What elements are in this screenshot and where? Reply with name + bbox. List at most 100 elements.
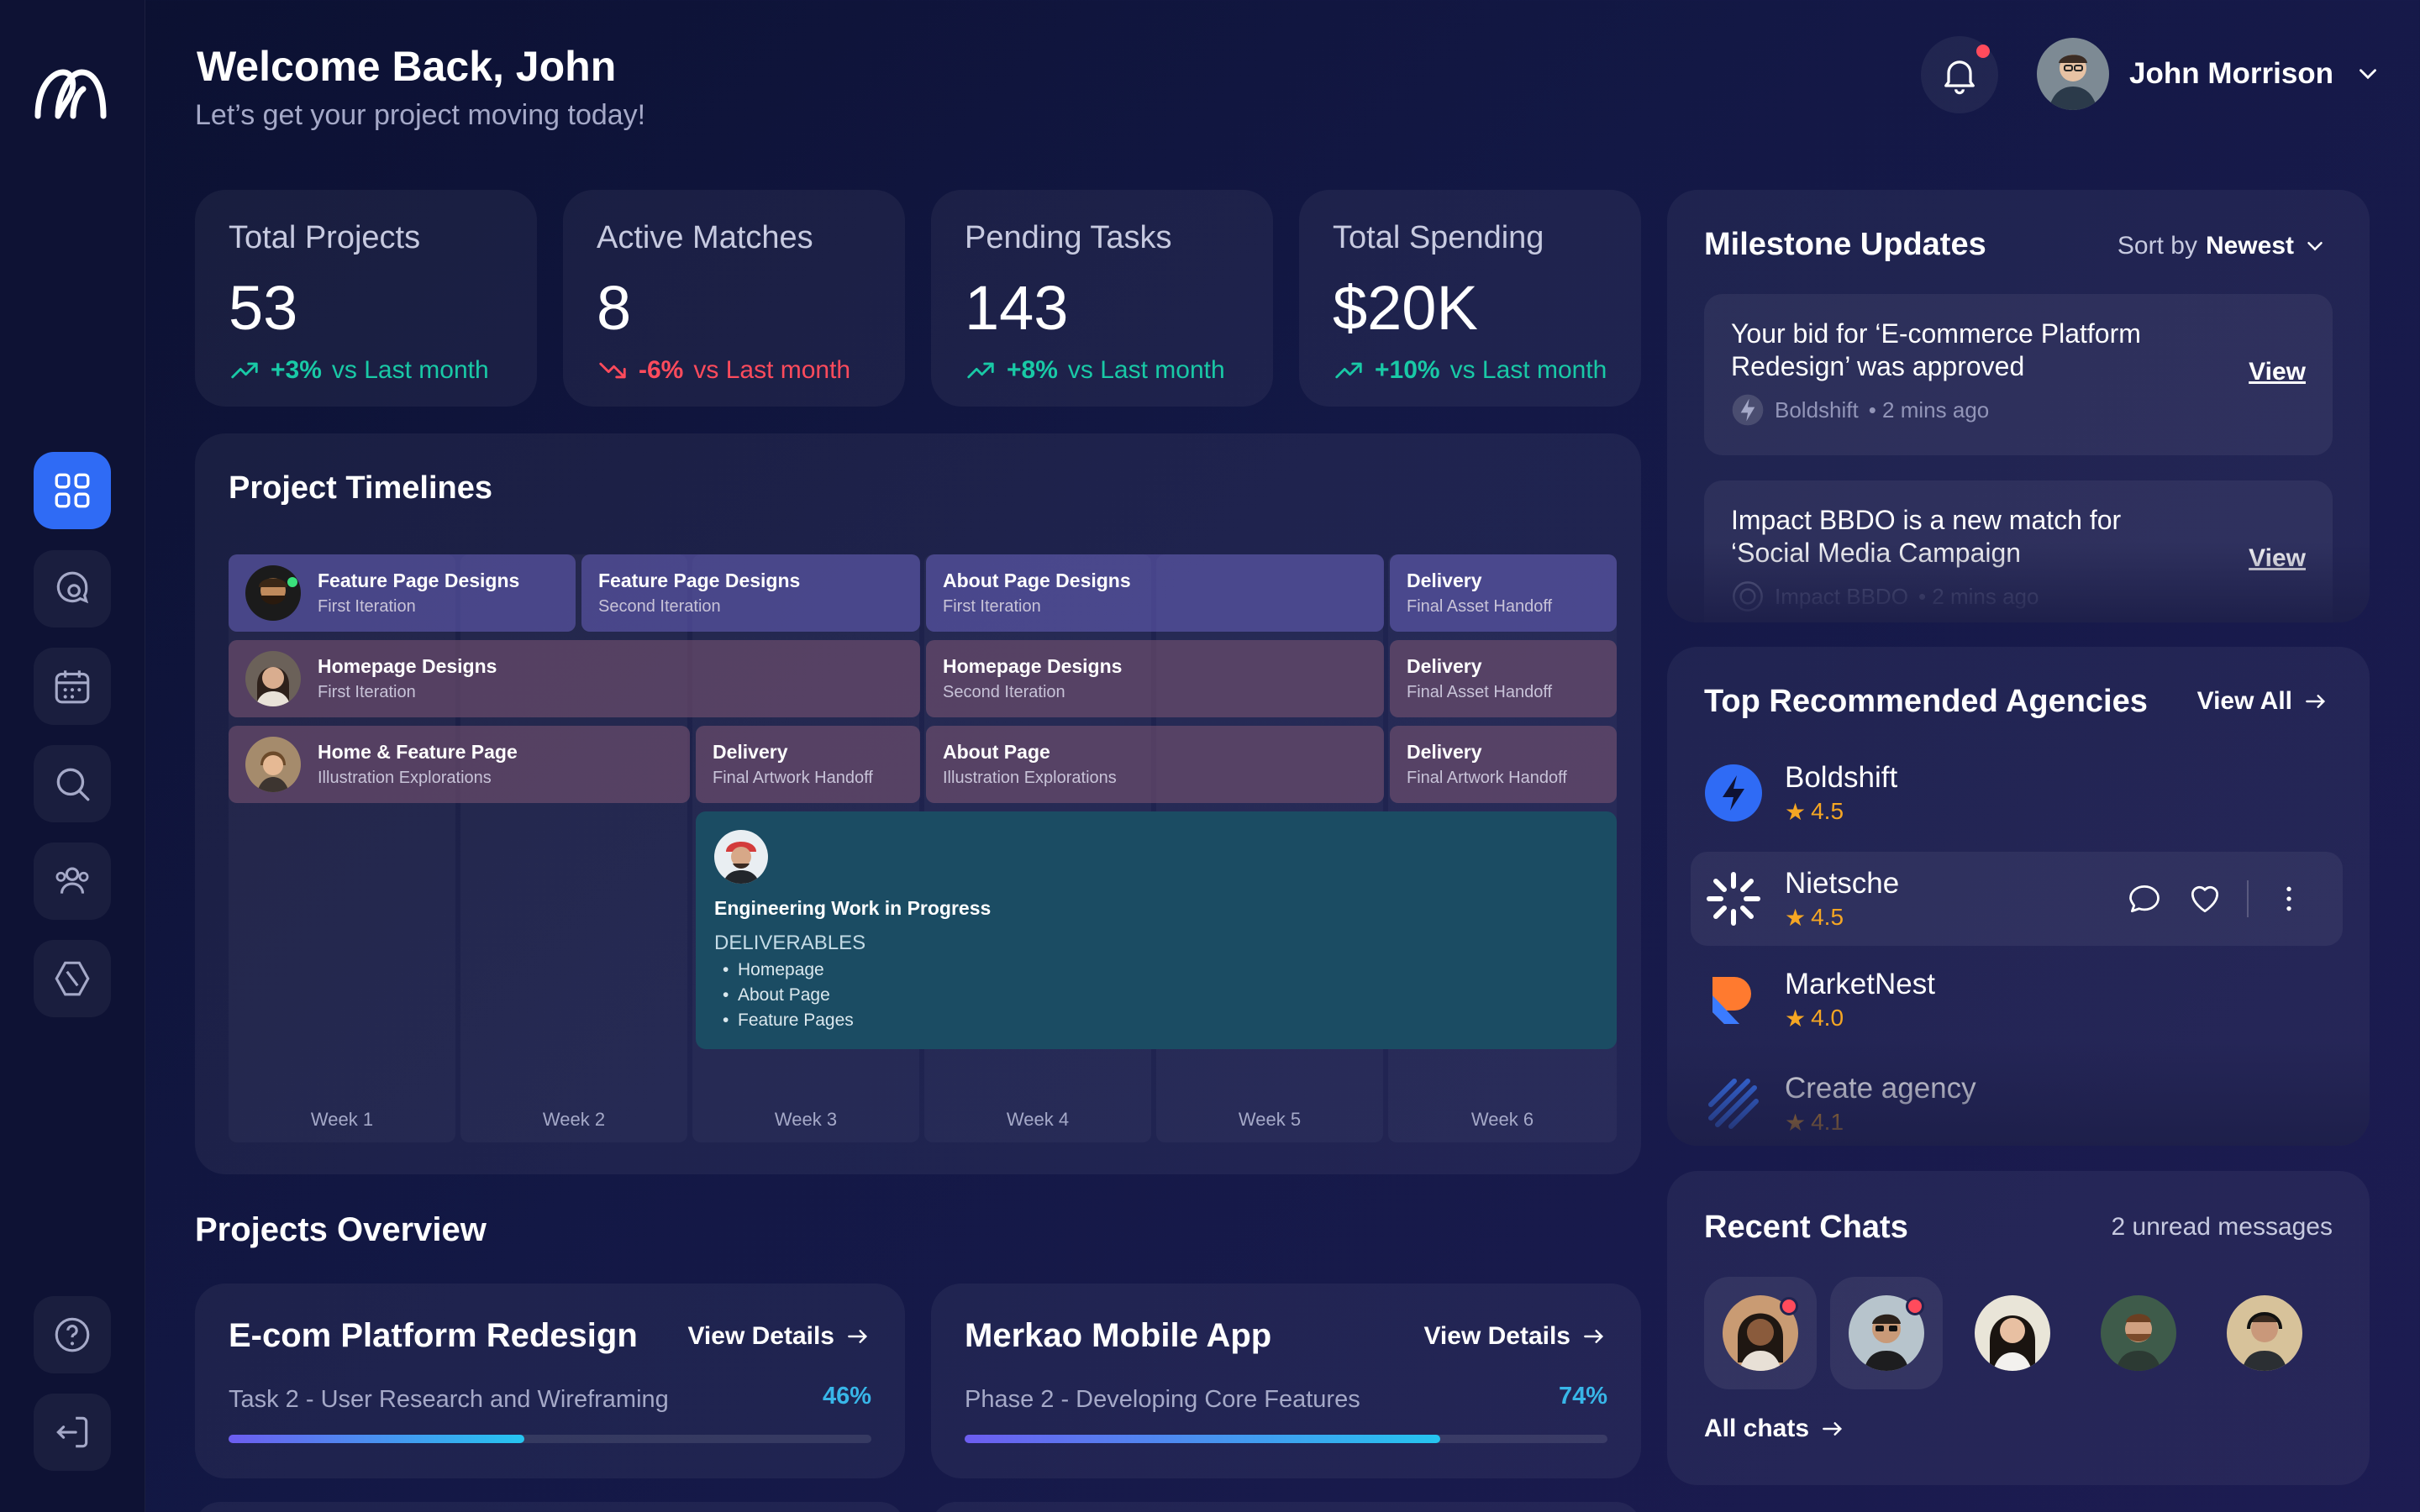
stat-change: +10% vs Last month: [1333, 354, 1607, 386]
week-column: Week 5: [1156, 554, 1383, 1142]
help-icon: [55, 1317, 90, 1352]
unread-dot: [1780, 1297, 1798, 1315]
week-label: Week 2: [542, 1109, 606, 1130]
arrow-right-icon: [848, 1330, 868, 1343]
deliverables-label: DELIVERABLES: [714, 932, 866, 954]
project-task: Task 2 - User Research and Wireframing: [229, 1386, 669, 1413]
nav-messages[interactable]: [34, 550, 111, 627]
boldshift-logo-icon: [1705, 764, 1762, 822]
week-column: Week 4: [924, 554, 1151, 1142]
sort-dropdown[interactable]: Sort by Newest: [2118, 232, 2328, 260]
nav-logout[interactable]: [34, 1394, 111, 1471]
agency-item[interactable]: MarketNest ★ 4.0: [1691, 953, 2343, 1047]
timeline-task[interactable]: About Page Illustration Explorations: [926, 726, 1384, 803]
nietsche-logo-icon: [1707, 872, 1760, 926]
view-all-link[interactable]: View All: [2197, 687, 2329, 716]
timeline-task[interactable]: Homepage Designs First Iteration: [229, 640, 920, 717]
nav-projects[interactable]: [34, 940, 111, 1017]
agency-item[interactable]: Create agency ★ 4.1: [1691, 1057, 2343, 1146]
project-card: Merkao Mobile App View Details Phase 2 -…: [931, 1284, 1641, 1478]
chat-bubble-icon[interactable]: [2126, 880, 2163, 917]
stat-value: $20K: [1333, 273, 1478, 343]
trend-down-icon: [599, 362, 626, 379]
progress-percent: 46%: [822, 1383, 871, 1410]
nav-search[interactable]: [34, 745, 111, 822]
impact-bbdo-logo-icon: [1733, 581, 1763, 612]
arrow-right-icon: [1584, 1330, 1604, 1343]
progress-bar: [965, 1435, 1607, 1443]
project-card: E-com Platform Redesign View Details Tas…: [195, 1284, 905, 1478]
timeline-task[interactable]: Home & Feature Page Illustration Explorat…: [229, 726, 690, 803]
milestone-updates-card: Milestone Updates Sort by Newest Your bid…: [1667, 190, 2370, 622]
nav-help[interactable]: [34, 1296, 111, 1373]
more-vertical-icon[interactable]: [2272, 882, 2306, 916]
stat-card-total-spending: Total Spending $20K +10% vs Last month: [1299, 190, 1641, 407]
timeline-task[interactable]: Feature Page Designs First Iteration: [229, 554, 576, 632]
project-card-partial: [195, 1502, 905, 1512]
marketnest-logo-icon: [1712, 977, 1751, 1024]
nav-team[interactable]: [34, 843, 111, 920]
users-icon: [55, 867, 89, 894]
avatar: [2227, 1295, 2302, 1371]
engineering-title: Engineering Work in Progress: [714, 897, 992, 919]
chat-contact[interactable]: [2208, 1277, 2321, 1389]
trend-up-icon: [1335, 362, 1362, 379]
engineering-progress-block[interactable]: Engineering Work in Progress DELIVERABLE…: [696, 811, 1617, 1049]
avatar: [245, 737, 301, 792]
stat-value: 53: [229, 273, 298, 343]
boldshift-logo-icon: [1732, 394, 1764, 426]
arrow-right-icon: [2306, 695, 2326, 708]
chat-contact[interactable]: [1830, 1277, 1943, 1389]
user-menu[interactable]: John Morrison: [2037, 38, 2382, 110]
chat-contact[interactable]: [1956, 1277, 2069, 1389]
app-logo[interactable]: [34, 60, 107, 121]
avatar: [2037, 38, 2109, 110]
chat-contact[interactable]: [1704, 1277, 1817, 1389]
timeline-task[interactable]: Delivery Final Artwork Handoff: [696, 726, 920, 803]
timeline-task[interactable]: Delivery Final Asset Handoff: [1390, 640, 1617, 717]
agency-item[interactable]: Nietsche ★ 4.5: [1691, 852, 2343, 946]
logout-icon: [56, 1416, 88, 1448]
timeline-task[interactable]: Delivery Final Artwork Handoff: [1390, 726, 1617, 803]
bell-icon: [1944, 60, 1975, 95]
view-link[interactable]: View: [2249, 544, 2306, 572]
week-column: Week 6: [1388, 554, 1617, 1142]
timeline-task[interactable]: Feature Page Designs Second Iteration: [581, 554, 920, 632]
progress-bar: [229, 1435, 871, 1443]
timeline-task[interactable]: Delivery Final Asset Handoff: [1390, 554, 1617, 632]
unread-count: 2 unread messages: [2111, 1213, 2333, 1241]
nav-dashboard[interactable]: [34, 452, 111, 529]
timeline-task[interactable]: Homepage Designs Second Iteration: [926, 640, 1384, 717]
notifications-button[interactable]: [1921, 36, 1998, 113]
view-details-link[interactable]: View Details: [1423, 1322, 1607, 1351]
week-label: Week 5: [1238, 1109, 1302, 1130]
view-link[interactable]: View: [2249, 358, 2306, 386]
stat-title: Total Spending: [1333, 220, 1544, 255]
progress-fill: [229, 1435, 524, 1443]
stat-title: Total Projects: [229, 220, 421, 255]
agency-item[interactable]: Boldshift ★ 4.5: [1691, 746, 2343, 840]
heart-icon[interactable]: [2186, 880, 2223, 917]
all-chats-link[interactable]: All chats: [1704, 1415, 1846, 1443]
milestones-title: Milestone Updates: [1704, 227, 1986, 262]
agencies-title: Top Recommended Agencies: [1704, 684, 2148, 719]
list-item: About Page: [714, 985, 1598, 1005]
calendar-icon: [55, 670, 90, 704]
stat-card-total-projects: Total Projects 53 +3% vs Last month: [195, 190, 537, 407]
chat-contact[interactable]: [2082, 1277, 2195, 1389]
project-name: E-com Platform Redesign: [229, 1317, 638, 1354]
recent-chats-title: Recent Chats: [1704, 1210, 1908, 1245]
create-agency-logo-icon: [1708, 1079, 1759, 1129]
list-item: Homepage: [714, 960, 1598, 980]
timelines-title: Project Timelines: [229, 470, 492, 506]
nav-calendar[interactable]: [34, 648, 111, 725]
avatar: [245, 565, 301, 621]
hexagon-icon: [55, 961, 90, 996]
timeline-task[interactable]: About Page Designs First Iteration: [926, 554, 1384, 632]
star-icon: ★: [1785, 1005, 1807, 1032]
avatar: [1975, 1295, 2050, 1371]
star-icon: ★: [1785, 798, 1807, 825]
stat-value: 143: [965, 273, 1069, 343]
sidebar: [0, 0, 145, 1512]
view-details-link[interactable]: View Details: [687, 1322, 871, 1351]
